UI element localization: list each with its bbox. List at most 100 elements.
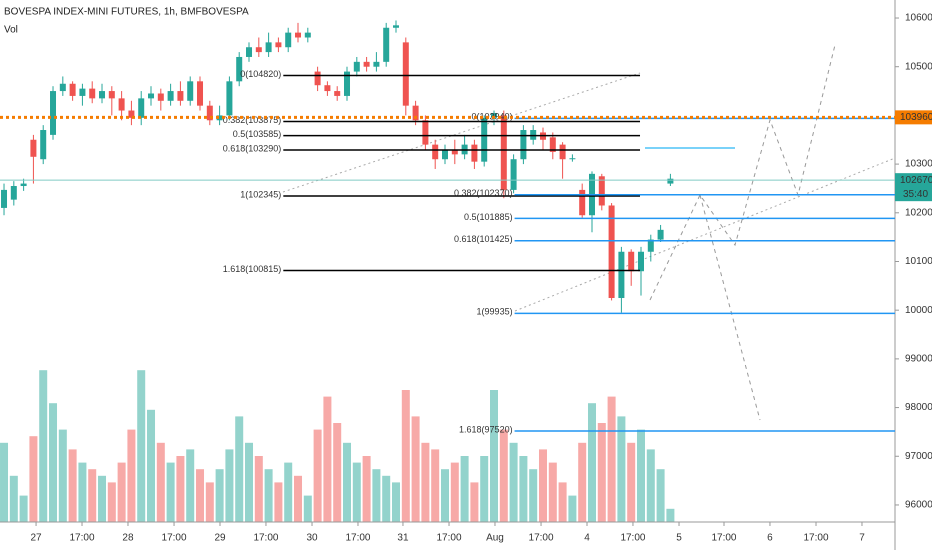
volume-bar xyxy=(597,423,606,522)
volume-bar xyxy=(558,482,567,522)
candle-body xyxy=(118,98,125,111)
x-tick-label: 17:00 xyxy=(162,533,187,544)
fib-label: 0.618(103290) xyxy=(223,143,282,153)
volume-bar xyxy=(58,429,67,522)
x-tick-label: 17:00 xyxy=(345,533,370,544)
fib-label: 0.382(102370) xyxy=(454,188,513,198)
candle-body xyxy=(206,105,213,121)
candle-body xyxy=(295,32,302,38)
volume-bar xyxy=(656,469,665,522)
volume-bar xyxy=(205,482,214,522)
candle-body xyxy=(1,189,8,208)
fib-label: 1.618(100815) xyxy=(223,264,282,274)
candle-body xyxy=(490,112,497,118)
volume-bar xyxy=(450,462,459,522)
candle-body xyxy=(422,120,429,145)
candle-body xyxy=(108,91,115,99)
volume-bar xyxy=(636,429,645,522)
volume-bar xyxy=(538,449,547,522)
volume-bar xyxy=(117,462,126,522)
volume-bar xyxy=(352,462,361,522)
y-tick-label: 101000 xyxy=(905,256,932,267)
volume-bar xyxy=(264,469,273,522)
y-tick-label: 96000 xyxy=(905,500,932,511)
volume-bar xyxy=(215,469,224,522)
y-tick-label: 99000 xyxy=(905,354,932,365)
x-tick-label: 17:00 xyxy=(529,533,554,544)
candle-body xyxy=(647,239,654,252)
candle-body xyxy=(657,229,664,240)
candle-body xyxy=(275,42,282,48)
candle-body xyxy=(353,61,360,72)
volume-bar xyxy=(176,456,185,522)
volume-bar xyxy=(489,390,498,522)
volume-bar xyxy=(19,495,28,522)
candle-body xyxy=(500,115,507,190)
x-tick-label: 17:00 xyxy=(803,533,828,544)
volume-bar xyxy=(284,462,293,522)
chart-title: BOVESPA INDEX-MINI FUTURES, 1h, BMFBOVES… xyxy=(4,7,249,18)
volume-bar xyxy=(49,403,58,522)
x-tick-label: 17:00 xyxy=(437,533,462,544)
volume-bar xyxy=(303,495,312,522)
y-tick-label: 105000 xyxy=(905,61,932,72)
candle-body xyxy=(667,178,674,184)
volume-bar xyxy=(392,482,401,522)
volume-bar xyxy=(127,429,136,522)
candle-body xyxy=(246,47,253,57)
volume-bar xyxy=(587,403,596,522)
candle-body xyxy=(442,149,449,160)
candle-body xyxy=(128,110,135,118)
candle-body xyxy=(40,130,47,160)
y-tick-label: 97000 xyxy=(905,451,932,462)
volume-bar xyxy=(78,462,87,522)
trend-line xyxy=(514,157,896,312)
x-tick-label: 17:00 xyxy=(70,533,95,544)
volume-bar xyxy=(254,456,263,522)
x-tick-label: 30 xyxy=(306,533,318,544)
volume-bar xyxy=(480,456,489,522)
x-tick-label: 17:00 xyxy=(620,533,645,544)
candle-body xyxy=(255,47,262,53)
volume-bar xyxy=(607,396,616,522)
volume-bar xyxy=(499,429,508,522)
volume-bar xyxy=(166,462,175,522)
volume-bar xyxy=(9,475,18,522)
y-tick-label: 100000 xyxy=(905,305,932,316)
candle-body xyxy=(265,42,272,53)
candle-body xyxy=(549,137,556,152)
candle-body xyxy=(89,88,96,99)
candle-body xyxy=(177,91,184,101)
volume-bar xyxy=(274,482,283,522)
volume-bar xyxy=(441,469,450,522)
x-tick-label: 28 xyxy=(122,533,134,544)
volume-bar xyxy=(666,508,675,522)
plot-area xyxy=(0,370,675,522)
last-price-tag xyxy=(895,173,932,202)
candle-body xyxy=(285,32,292,48)
candle-body xyxy=(471,144,478,162)
x-tick-label: 29 xyxy=(214,533,226,544)
candle-body xyxy=(20,183,27,187)
fib-label: 0.5(101885) xyxy=(464,212,513,222)
candle-body xyxy=(628,251,635,272)
fib-label: 0.382(103875) xyxy=(223,115,282,125)
fib-label: 0.618(101425) xyxy=(454,234,513,244)
candle-body xyxy=(598,176,605,206)
x-tick-label: 5 xyxy=(676,533,682,544)
countdown-label: 35:40 xyxy=(903,189,928,200)
candle-body xyxy=(10,186,17,200)
candle-body xyxy=(637,251,644,272)
volume-bar xyxy=(186,449,195,522)
volume-bar xyxy=(431,449,440,522)
volume-bar xyxy=(509,442,518,522)
volume-bar xyxy=(372,469,381,522)
candle-body xyxy=(451,149,458,155)
fib-label: 1(102345) xyxy=(240,189,281,199)
volume-bar xyxy=(137,370,146,522)
volume-bar xyxy=(313,429,322,522)
alert-tag xyxy=(895,110,932,125)
candle-body xyxy=(167,91,174,101)
candle-body xyxy=(138,98,145,118)
volume-bar xyxy=(68,449,77,522)
